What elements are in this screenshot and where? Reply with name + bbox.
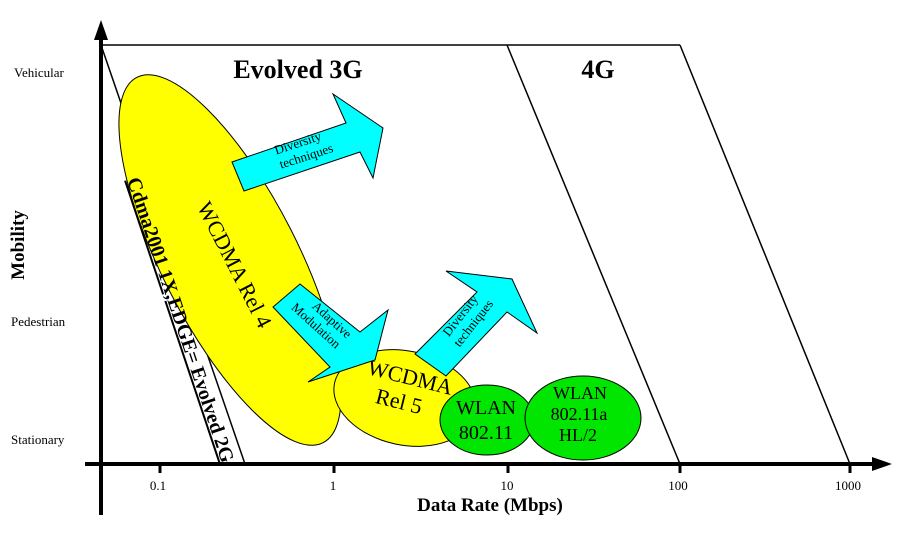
wlan-80211a-line2: 802.11a (551, 404, 608, 424)
wcdma-rel4-ellipse (118, 74, 342, 446)
diversity-arrow-2 (414, 270, 539, 377)
x-tick-label: 1000 (835, 478, 861, 493)
wlan-80211a-ellipse (524, 375, 642, 461)
wlan-80211-ellipse (439, 384, 535, 456)
x-tick-label: 0.1 (150, 478, 166, 493)
y-tick-label: Vehicular (14, 65, 64, 80)
x-tick-label: 100 (668, 478, 688, 493)
wlan-80211a-line1: WLAN (553, 383, 607, 403)
y-axis-label: Mobility (8, 210, 29, 280)
wlan-80211-line1: WLAN (456, 397, 516, 419)
wlan-80211a-line3: HL/2 (559, 425, 597, 445)
diversity-arrow-1 (231, 92, 384, 192)
3g-4g-left-boundary (506, 44, 681, 465)
wlan-80211-line2: 802.11 (459, 422, 513, 444)
adaptive-modulation-arrow (272, 283, 389, 383)
y-axis-arrowhead (94, 20, 108, 40)
x-axis-arrowhead (872, 457, 892, 471)
x-tick-label: 1 (330, 478, 337, 493)
y-tick-label: Pedestrian (11, 314, 66, 329)
y-tick-label: Stationary (11, 432, 65, 447)
region-4g: 4G (581, 55, 614, 84)
region-evolved-3g: Evolved 3G (233, 55, 362, 84)
x-tick-label: 10 (501, 478, 514, 493)
x-axis-label: Data Rate (Mbps) (417, 495, 563, 516)
4g-right-boundary (679, 44, 851, 465)
